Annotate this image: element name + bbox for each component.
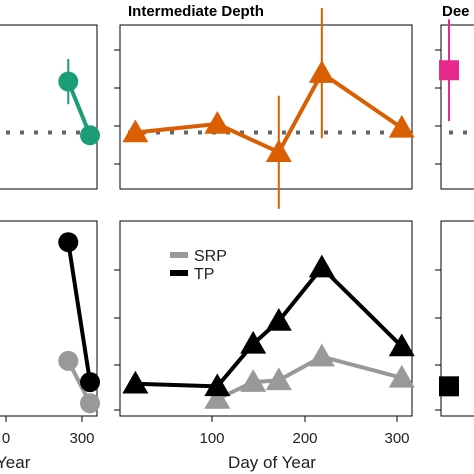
data-point-srp [204,386,231,409]
y-ticks-top-middle [114,49,120,165]
y-ticks-bottom-right [435,269,441,411]
x-tick-label-left-1: 300 [69,430,94,447]
data-point-srp [308,343,335,367]
panel-title-right: Dee [442,3,470,20]
series-line-tp [135,265,404,389]
legend-label-srp: SRP [194,248,227,265]
chart-marks [6,8,473,414]
data-point-tp [58,232,79,253]
legend-label-tp: TP [194,266,214,283]
panel-title-middle: Intermediate Depth [128,3,264,20]
data-point-circle [58,71,79,92]
data-point-srp [388,364,415,388]
data-point-tp [240,330,267,354]
x-tick-label-middle-2: 300 [384,430,409,447]
data-point-tp [80,372,101,393]
panel-frame-top-left [0,24,98,190]
panel-frame-bottom-middle [119,220,413,417]
data-point-square [439,376,459,397]
series-line-srp [216,354,403,401]
panel-frame-bottom-left [0,220,98,417]
series-line-triangle [135,71,403,155]
data-point-srp [265,367,292,391]
data-point-tp [265,308,292,331]
y-ticks-bottom-middle [114,269,120,411]
data-point-triangle [388,114,415,138]
x-ticks-bottom-middle [211,416,398,422]
data-point-triangle [204,110,231,134]
data-point-srp [240,369,267,392]
data-point-triangle [265,139,292,162]
data-point-tp [388,333,415,357]
panel-frame-top-right [440,24,474,190]
data-point-circle [80,125,101,146]
data-point-square [439,60,459,81]
x-axis-label-middle: Day of Year [228,453,316,472]
y-ticks-top-right [435,49,441,165]
x-tick-label-middle-1: 200 [292,430,317,447]
x-tick-label-middle-0: 100 [199,430,224,447]
x-tick-label-left-0: 0 [2,430,10,447]
data-point-tp [204,373,231,397]
data-point-srp [80,393,101,414]
data-point-triangle [308,60,335,83]
data-point-triangle [122,119,149,143]
legend: SRP TP [170,248,227,283]
data-point-tp [122,370,149,394]
data-point-srp [58,350,79,371]
x-axis-label-left: Year [0,453,31,472]
data-point-tp [308,254,335,278]
x-ticks-bottom-left [5,416,83,422]
panel-frame-top-middle [119,24,413,190]
series-line-tp [66,241,93,383]
